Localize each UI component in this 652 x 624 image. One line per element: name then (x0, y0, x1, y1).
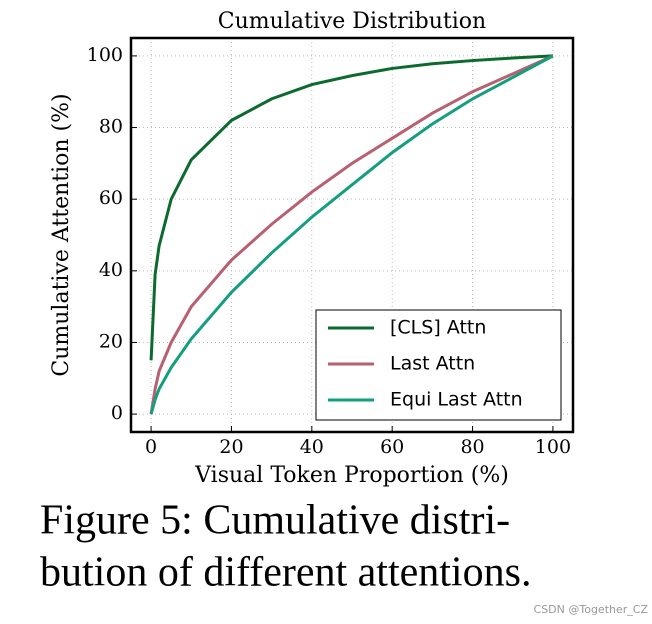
legend-label: Equi Last Attn (390, 389, 523, 411)
y-tick-label: 100 (87, 44, 123, 66)
y-tick-label: 40 (99, 259, 123, 281)
line-series (149, 54, 554, 415)
y-axis-label: Cumulative Attention (%) (49, 93, 74, 376)
legend-label: Last Attn (390, 353, 475, 375)
chart-title: Cumulative Distribution (218, 9, 486, 34)
line-series (149, 54, 553, 361)
y-tick-label: 0 (111, 402, 123, 424)
x-tick-label: 100 (535, 436, 571, 458)
x-tick-label: 20 (219, 436, 243, 458)
x-axis-label: Visual Token Proportion (%) (194, 463, 509, 488)
caption-line: bution of different attentions. (40, 550, 531, 596)
y-tick-label: 80 (99, 116, 123, 138)
legend-label: [CLS] Attn (390, 317, 486, 339)
caption-line: Figure 5: Cumulative distri- (40, 498, 510, 544)
plot-frame (129, 36, 575, 434)
y-tick-label: 60 (99, 187, 123, 209)
x-tick-label: 80 (460, 436, 484, 458)
x-tick-label: 60 (380, 436, 404, 458)
line-series (149, 54, 554, 415)
watermark: CSDN @Together_CZ (534, 603, 649, 616)
x-tick-label: 40 (300, 436, 324, 458)
x-tick-label: 0 (145, 436, 157, 458)
y-tick-label: 20 (99, 330, 123, 352)
